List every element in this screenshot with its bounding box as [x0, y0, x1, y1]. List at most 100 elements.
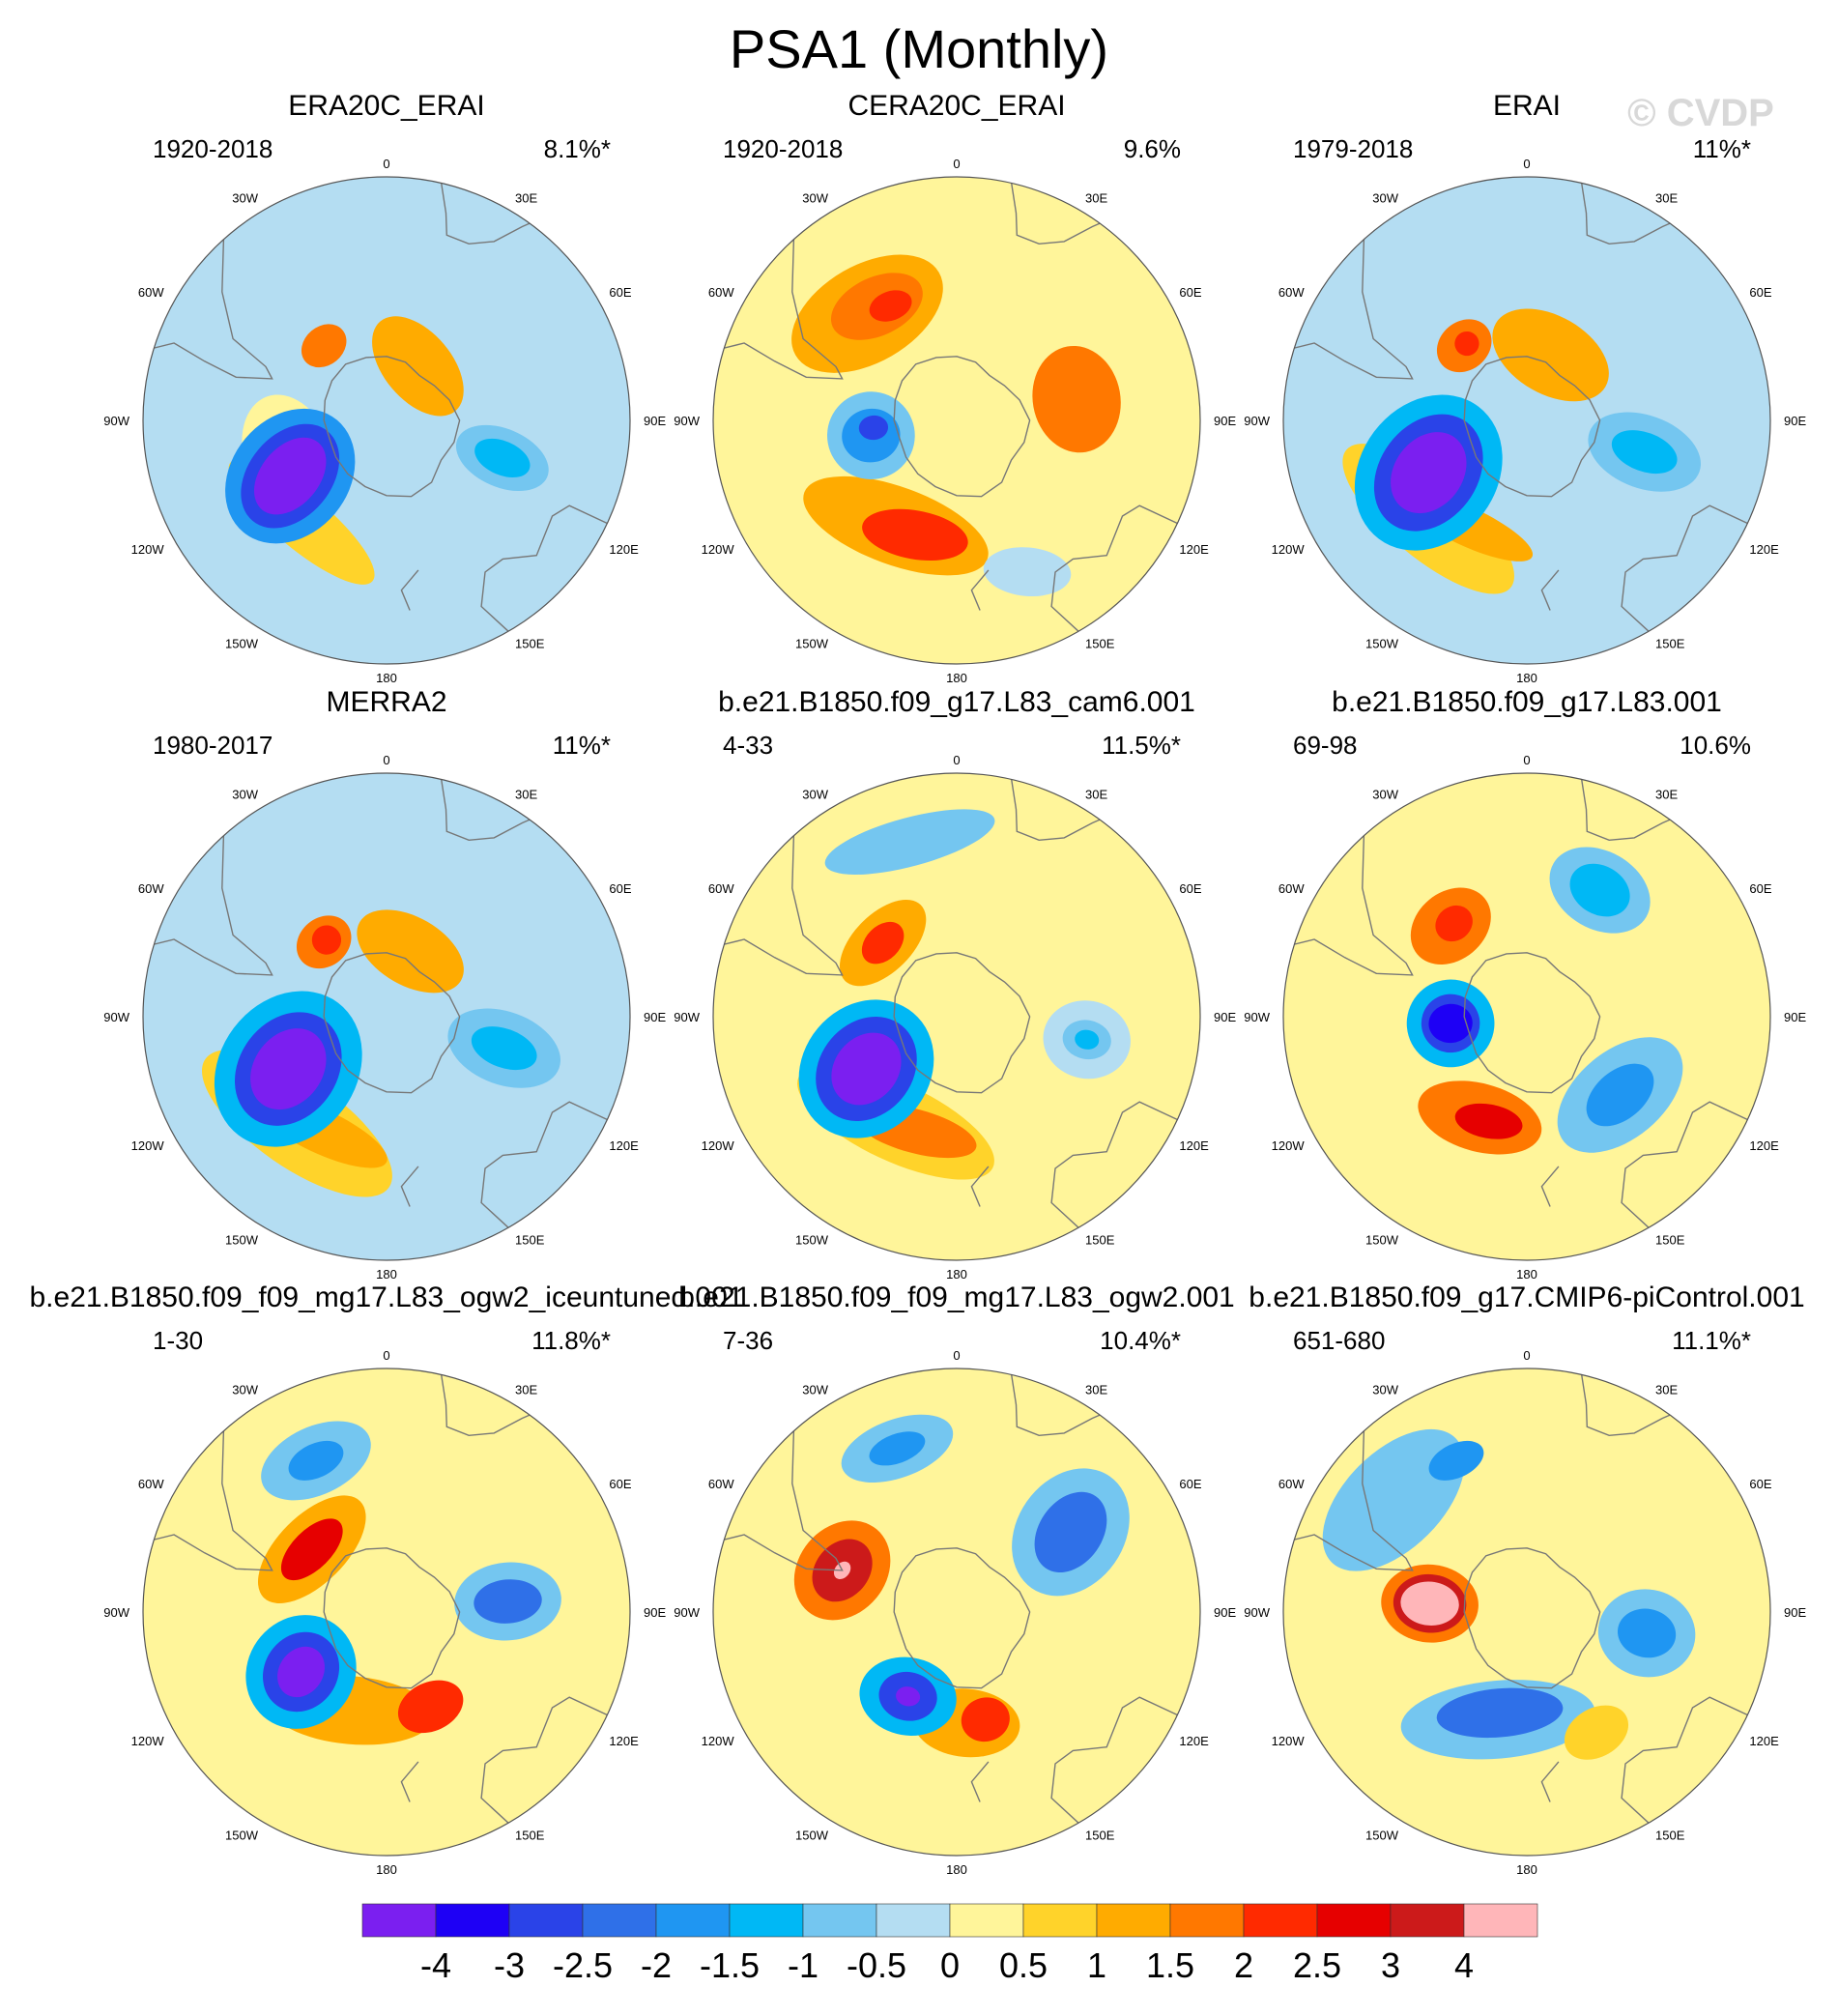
longitude-label: 180 — [1516, 1862, 1537, 1877]
map-border — [1282, 1368, 1771, 1857]
new-zealand-coastline — [400, 1761, 419, 1802]
figure-title: PSA1 (Monthly) — [730, 18, 1108, 79]
contour-blob — [862, 508, 968, 562]
longitude-label: 90E — [1214, 1010, 1236, 1024]
longitude-label: 120E — [1749, 1138, 1779, 1153]
longitude-label: 120E — [1179, 1734, 1209, 1748]
longitude-label: 120W — [131, 1138, 165, 1153]
south-america-coastline — [1283, 1430, 1414, 1571]
contour-blob — [474, 438, 531, 478]
panel-years: 1980-2017 — [153, 731, 273, 760]
contour-blob — [1428, 1003, 1473, 1044]
longitude-label: 60W — [708, 285, 734, 300]
colorbar-label: 2 — [1234, 1945, 1253, 1985]
colorbar-box — [1243, 1903, 1318, 1938]
longitude-label: 120E — [1749, 542, 1779, 557]
colorbar-box — [1390, 1903, 1465, 1938]
panel-variance: 11%* — [1693, 134, 1751, 163]
longitude-label: 30E — [515, 1383, 537, 1397]
new-zealand-coastline — [970, 1166, 990, 1207]
longitude-label: 30E — [1655, 191, 1678, 206]
map-background — [713, 773, 1200, 1260]
longitude-label: 150E — [1655, 1828, 1685, 1842]
map-panel: ERAI 1979-2018 11%* 0 30E 60E 90E 120E 150E 180 15… — [1244, 90, 1806, 685]
contour-blob — [896, 1686, 921, 1707]
longitude-label: 120W — [702, 1138, 735, 1153]
longitude-label: 180 — [376, 1862, 397, 1877]
longitude-label: 0 — [953, 1348, 960, 1363]
contour-blob — [1428, 1440, 1484, 1481]
south-america-coastline — [1283, 835, 1414, 976]
longitude-label: 150E — [1085, 1232, 1115, 1247]
longitude-label: 90W — [1244, 1010, 1270, 1024]
map-background — [143, 177, 630, 664]
contour-blob — [1436, 1687, 1564, 1739]
colorbar-box — [582, 1903, 657, 1938]
longitude-label: 90W — [1244, 1605, 1270, 1620]
contour-blob — [471, 1026, 537, 1071]
panel-variance: 8.1%* — [544, 134, 611, 163]
panel-variance: 11%* — [553, 731, 611, 760]
longitude-label: 120E — [1179, 1138, 1209, 1153]
longitude-label: 90W — [1244, 414, 1270, 428]
map-border — [1282, 176, 1771, 665]
longitude-label: 150E — [1085, 1828, 1115, 1842]
colorbar-label: -3 — [494, 1945, 525, 1985]
australia-coastline — [1050, 504, 1178, 632]
longitude-label: 150W — [1365, 1232, 1399, 1247]
longitude-label: 120W — [131, 542, 165, 557]
contour-blob — [1322, 1428, 1465, 1571]
longitude-label: 90W — [674, 1605, 700, 1620]
map-background — [1283, 773, 1770, 1260]
longitude-label: 120W — [1272, 542, 1306, 557]
south-america-coastline — [713, 835, 844, 976]
colorbar-box — [655, 1903, 731, 1938]
new-zealand-coastline — [970, 1761, 990, 1802]
longitude-label: 120E — [609, 1138, 639, 1153]
map-border — [142, 1368, 631, 1857]
africa-coastline — [1581, 779, 1671, 842]
longitude-label: 180 — [946, 1267, 967, 1282]
longitude-label: 150E — [1655, 1232, 1685, 1247]
panel-years: 7-36 — [723, 1326, 773, 1355]
contour-blob — [474, 1579, 542, 1624]
contour-blob — [831, 1032, 902, 1106]
colorbar-label: 1.5 — [1146, 1945, 1194, 1985]
antarctica-coastline — [323, 952, 461, 1094]
contour-blob — [1492, 308, 1609, 402]
longitude-label: 150W — [225, 1828, 259, 1842]
longitude-label: 0 — [953, 157, 960, 171]
contour-blob — [861, 921, 905, 965]
colorbar: -4 -3 -2.5 -2 -1.5 -1 -0.5 0 0.5 1 1.5 2 2.5 3 4 — [361, 1903, 1538, 1985]
longitude-label: 60W — [138, 881, 164, 896]
panel-variance: 10.6% — [1680, 731, 1751, 760]
longitude-label: 30W — [1372, 1383, 1398, 1397]
panel-title: b.e21.B1850.f09_g17.L83.001 — [1332, 686, 1722, 718]
longitude-label: 30E — [1085, 1383, 1107, 1397]
panel-years: 69-98 — [1293, 731, 1358, 760]
longitude-label: 0 — [1523, 753, 1530, 767]
australia-coastline — [1050, 1696, 1178, 1824]
longitude-label: 90W — [103, 1605, 129, 1620]
longitude-label: 150E — [1085, 636, 1115, 650]
contour-blob — [824, 809, 995, 875]
longitude-label: 0 — [383, 157, 389, 171]
africa-coastline — [1011, 183, 1101, 245]
contour-blob — [1586, 1063, 1654, 1127]
contour-blob — [869, 1431, 926, 1466]
colorbar-label: 0.5 — [999, 1945, 1048, 1985]
longitude-label: 120W — [1272, 1734, 1306, 1748]
africa-coastline — [441, 779, 531, 842]
new-zealand-coastline — [1540, 1761, 1560, 1802]
colorbar-label: 1 — [1087, 1945, 1106, 1985]
longitude-label: 120E — [609, 1734, 639, 1748]
longitude-label: 60E — [1179, 1477, 1201, 1491]
longitude-label: 150E — [515, 636, 545, 650]
australia-coastline — [1621, 1101, 1748, 1228]
longitude-label: 120E — [609, 542, 639, 557]
south-america-coastline — [143, 1430, 273, 1571]
longitude-label: 30E — [515, 788, 537, 802]
south-america-coastline — [713, 1430, 844, 1571]
australia-coastline — [1621, 1696, 1748, 1824]
map-border — [142, 772, 631, 1261]
